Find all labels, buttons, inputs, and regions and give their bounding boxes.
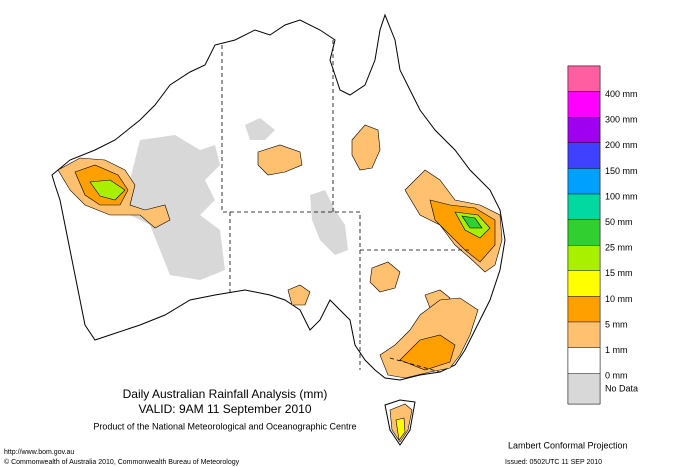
land (51, 13, 506, 446)
legend-swatch (567, 116, 601, 143)
legend-label: 5 mm (605, 319, 628, 329)
rain-area (351, 124, 381, 171)
rain-area (399, 334, 456, 371)
no-data-area (130, 135, 225, 280)
url: http://www.bom.gov.au (4, 449, 74, 456)
legend-label: 50 mm (605, 217, 633, 227)
valid-time: VALID: 9AM 11 September 2010 (139, 402, 312, 416)
rain-area (89, 179, 126, 201)
issued: Issued: 0502UTC 11 SEP 2010 (505, 459, 602, 466)
legend-label: No Data (605, 384, 638, 394)
no-data-area (310, 190, 348, 255)
rain-area (461, 215, 483, 229)
legend-swatch (567, 168, 601, 195)
legend-label: 200 mm (605, 140, 638, 150)
state-borders (221, 40, 470, 373)
state-border (230, 211, 361, 340)
legend-swatch (567, 193, 601, 220)
legend-swatch (567, 65, 601, 92)
rain-area (395, 417, 406, 441)
legend-swatch (567, 244, 601, 271)
legend-swatch (567, 373, 601, 405)
title: Daily Australian Rainfall Analysis (mm) (123, 387, 328, 401)
legend-swatch (567, 219, 601, 246)
legend-label: 1 mm (605, 345, 628, 355)
legend-swatch (567, 270, 601, 297)
projection: Lambert Conformal Projection (508, 440, 628, 450)
rain-area (369, 261, 401, 293)
rain-area (257, 144, 303, 176)
legend-swatch (567, 91, 601, 118)
legend-label: 400 mm (605, 89, 638, 99)
no-data-area (245, 118, 275, 140)
legend-label: 300 mm (605, 115, 638, 125)
legend-swatch (567, 142, 601, 169)
legend-swatch (567, 321, 601, 348)
legend-label: 25 mm (605, 243, 633, 253)
producer: Product of the National Meteorological a… (93, 421, 356, 431)
legend-label: 150 mm (605, 166, 638, 176)
no-data-areas (130, 118, 348, 280)
legend-label: 100 mm (605, 191, 638, 201)
legend-label: 0 mm (605, 371, 628, 381)
legend-label: 10 mm (605, 294, 633, 304)
legend-swatch (567, 296, 601, 323)
state-border (221, 45, 231, 292)
rain-area (287, 284, 311, 306)
copyright: © Commonwealth of Australia 2010, Common… (4, 458, 240, 466)
rainfall-areas (57, 124, 503, 443)
state-border (359, 340, 441, 373)
legend-label: 15 mm (605, 268, 633, 278)
legend-swatch (567, 347, 601, 374)
